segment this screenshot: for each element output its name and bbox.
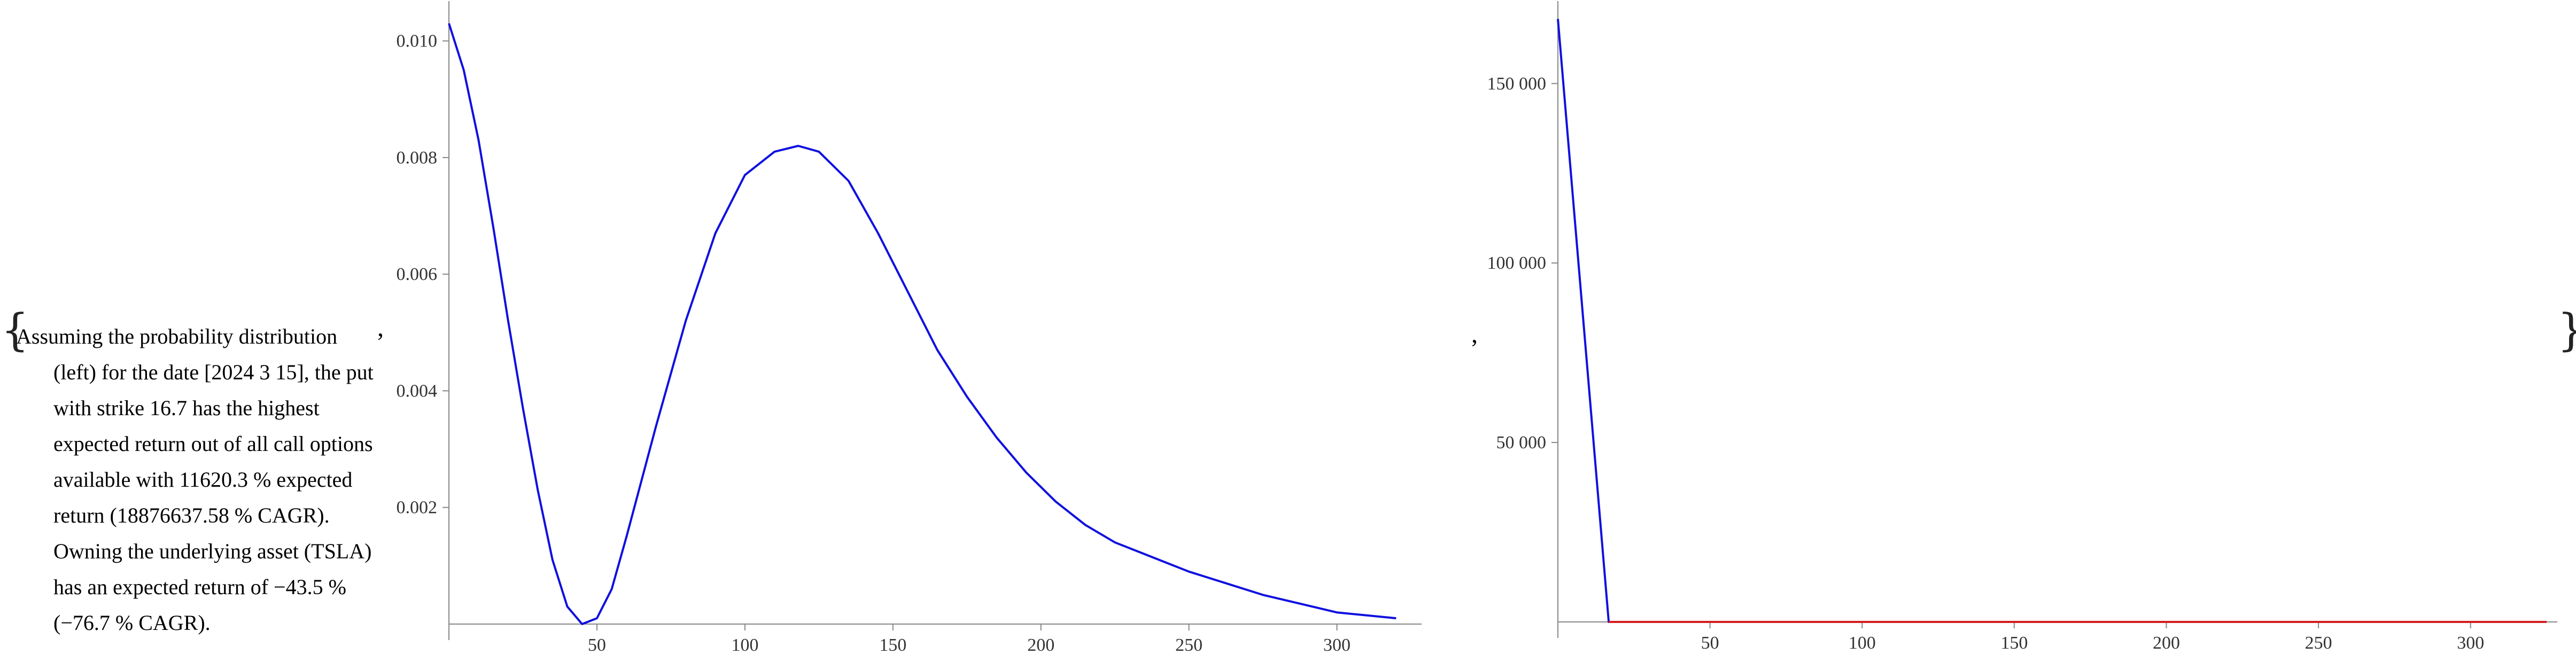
y-tick-label: 0.004 bbox=[397, 381, 438, 401]
y-tick-label: 150 000 bbox=[1487, 74, 1547, 94]
x-tick-label: 150 bbox=[879, 635, 906, 655]
x-tick-label: 250 bbox=[1175, 635, 1202, 655]
y-tick-label: 0.008 bbox=[397, 148, 438, 168]
y-tick-label: 0.006 bbox=[397, 264, 438, 284]
x-tick-label: 300 bbox=[2457, 633, 2484, 653]
x-tick-label: 50 bbox=[588, 635, 606, 655]
x-tick-label: 200 bbox=[1027, 635, 1054, 655]
x-tick-label: 50 bbox=[1701, 633, 1719, 653]
y-tick-label: 50 000 bbox=[1496, 433, 1547, 453]
y-tick-label: 0.010 bbox=[397, 32, 438, 51]
x-tick-label: 200 bbox=[2153, 633, 2180, 653]
description-first-line: Assuming the probability distribution bbox=[16, 324, 338, 348]
description-rest: (left) for the date [2024 3 15], the put… bbox=[53, 360, 374, 635]
series-line-1 bbox=[1557, 19, 2547, 623]
probability-distribution-chart: 50 100 150 200 250 300 0.002 0.004 0.006 0.008 0.0… bbox=[397, 1, 1422, 655]
x-tick-label: 100 bbox=[731, 635, 758, 655]
x-tick-label: 300 bbox=[1323, 635, 1351, 655]
list-separator-1: , bbox=[377, 314, 384, 342]
series-line-1 bbox=[448, 23, 1396, 625]
y-tick-label: 100 000 bbox=[1487, 253, 1547, 273]
expected-return-chart: 50 100 150 200 250 300 50 000 100 000 150 000 bbox=[1487, 1, 2557, 653]
x-tick-label: 100 bbox=[1849, 633, 1876, 653]
x-tick-label: 250 bbox=[2305, 633, 2332, 653]
expected-return-description: Assuming the probability distribution (l… bbox=[16, 318, 385, 641]
x-tick-label: 150 bbox=[2000, 633, 2028, 653]
y-tick-label: 0.002 bbox=[397, 498, 438, 518]
list-separator-2: , bbox=[1471, 320, 1478, 348]
brace-close: } bbox=[2557, 309, 2576, 353]
brace-open: { bbox=[1, 305, 29, 356]
